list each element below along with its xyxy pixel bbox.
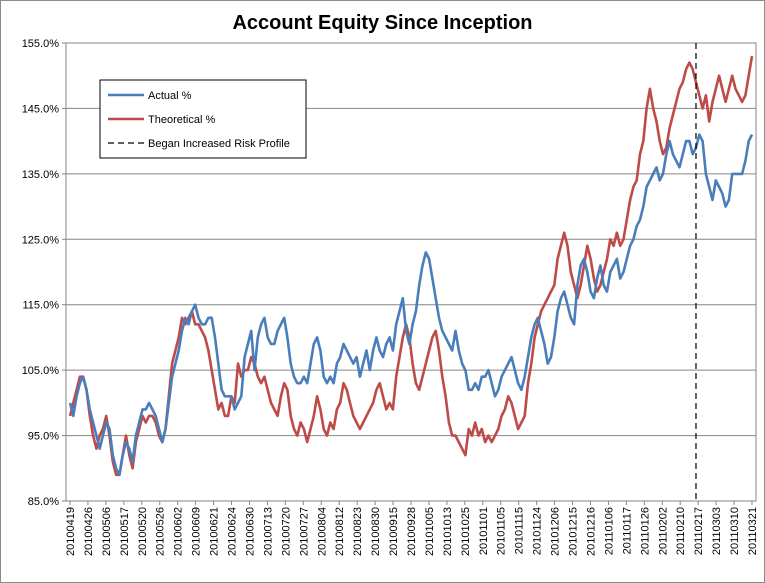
x-tick-label: 20100506 <box>101 507 113 556</box>
x-tick-label: 20100830 <box>370 507 382 556</box>
x-tick-label: 20100928 <box>406 507 418 556</box>
x-tick-label: 20101115 <box>514 507 526 554</box>
x-tick-label: 20101124 <box>532 507 544 555</box>
legend-label: Actual % <box>148 90 192 102</box>
x-tick-label: 20100426 <box>83 507 95 556</box>
y-tick-label: 125.0% <box>22 234 60 246</box>
x-tick-label: 20101005 <box>424 507 436 556</box>
y-tick-label: 115.0% <box>23 300 60 312</box>
x-tick-label: 20110310 <box>729 507 741 555</box>
x-tick-label: 20110303 <box>711 507 723 555</box>
x-tick-label: 20110321 <box>747 507 759 555</box>
x-tick-label: 20101105 <box>496 507 508 555</box>
series-line <box>68 133 754 477</box>
x-tick-label: 20100526 <box>155 507 167 556</box>
x-tick-label: 20101101 <box>478 507 490 555</box>
x-tick-label: 20100720 <box>280 507 292 556</box>
legend: Actual % Theoretical % Began Increased Ris… <box>99 79 307 159</box>
x-tick-label: 20101025 <box>460 507 472 556</box>
x-tick-label: 20100823 <box>352 507 364 556</box>
x-tick-label: 20100624 <box>227 507 239 556</box>
x-axis-ticks: 20100419 20100426 20100506 20100517 20100520… <box>65 501 759 556</box>
x-tick-label: 20100609 <box>191 507 203 556</box>
x-tick-label: 20110217 <box>693 507 705 555</box>
x-tick-label: 20110106 <box>603 507 615 555</box>
y-tick-label: 145.0% <box>22 103 60 115</box>
x-tick-label: 20110202 <box>657 507 669 555</box>
chart-title: Account Equity Since Inception <box>232 12 533 34</box>
x-tick-label: 20100602 <box>173 507 185 556</box>
x-tick-label: 20100520 <box>137 507 149 556</box>
y-tick-label: 85.0% <box>28 496 59 508</box>
x-tick-label: 20100419 <box>65 507 77 556</box>
series-layer <box>68 55 754 477</box>
y-axis-ticks: 85.0% 95.0% 105.0% 115.0% 125.0% 135.0% 145.0%… <box>22 38 66 508</box>
legend-label: Theoretical % <box>148 114 215 126</box>
x-tick-label: 20100713 <box>262 507 274 556</box>
x-tick-label: 20110126 <box>639 507 651 555</box>
y-tick-label: 155.0% <box>22 38 60 50</box>
x-tick-label: 20100621 <box>209 507 221 556</box>
x-tick-label: 20100812 <box>334 507 346 556</box>
x-tick-label: 20100517 <box>119 507 131 556</box>
x-tick-label: 20110210 <box>675 507 687 555</box>
x-tick-label: 20100804 <box>316 507 328 556</box>
y-tick-label: 95.0% <box>28 431 59 443</box>
x-tick-label: 20101215 <box>568 507 580 556</box>
x-tick-label: 20100727 <box>298 507 310 556</box>
y-tick-label: 135.0% <box>22 169 60 181</box>
x-tick-label: 20101206 <box>550 507 562 556</box>
x-tick-label: 20101216 <box>585 507 597 556</box>
x-tick-label: 20110117 <box>621 507 633 554</box>
x-tick-label: 20100915 <box>388 507 400 556</box>
x-tick-label: 20101013 <box>442 507 454 556</box>
x-tick-label: 20100630 <box>244 507 256 556</box>
y-tick-label: 105.0% <box>22 365 60 377</box>
legend-label: Began Increased Risk Profile <box>148 138 290 150</box>
